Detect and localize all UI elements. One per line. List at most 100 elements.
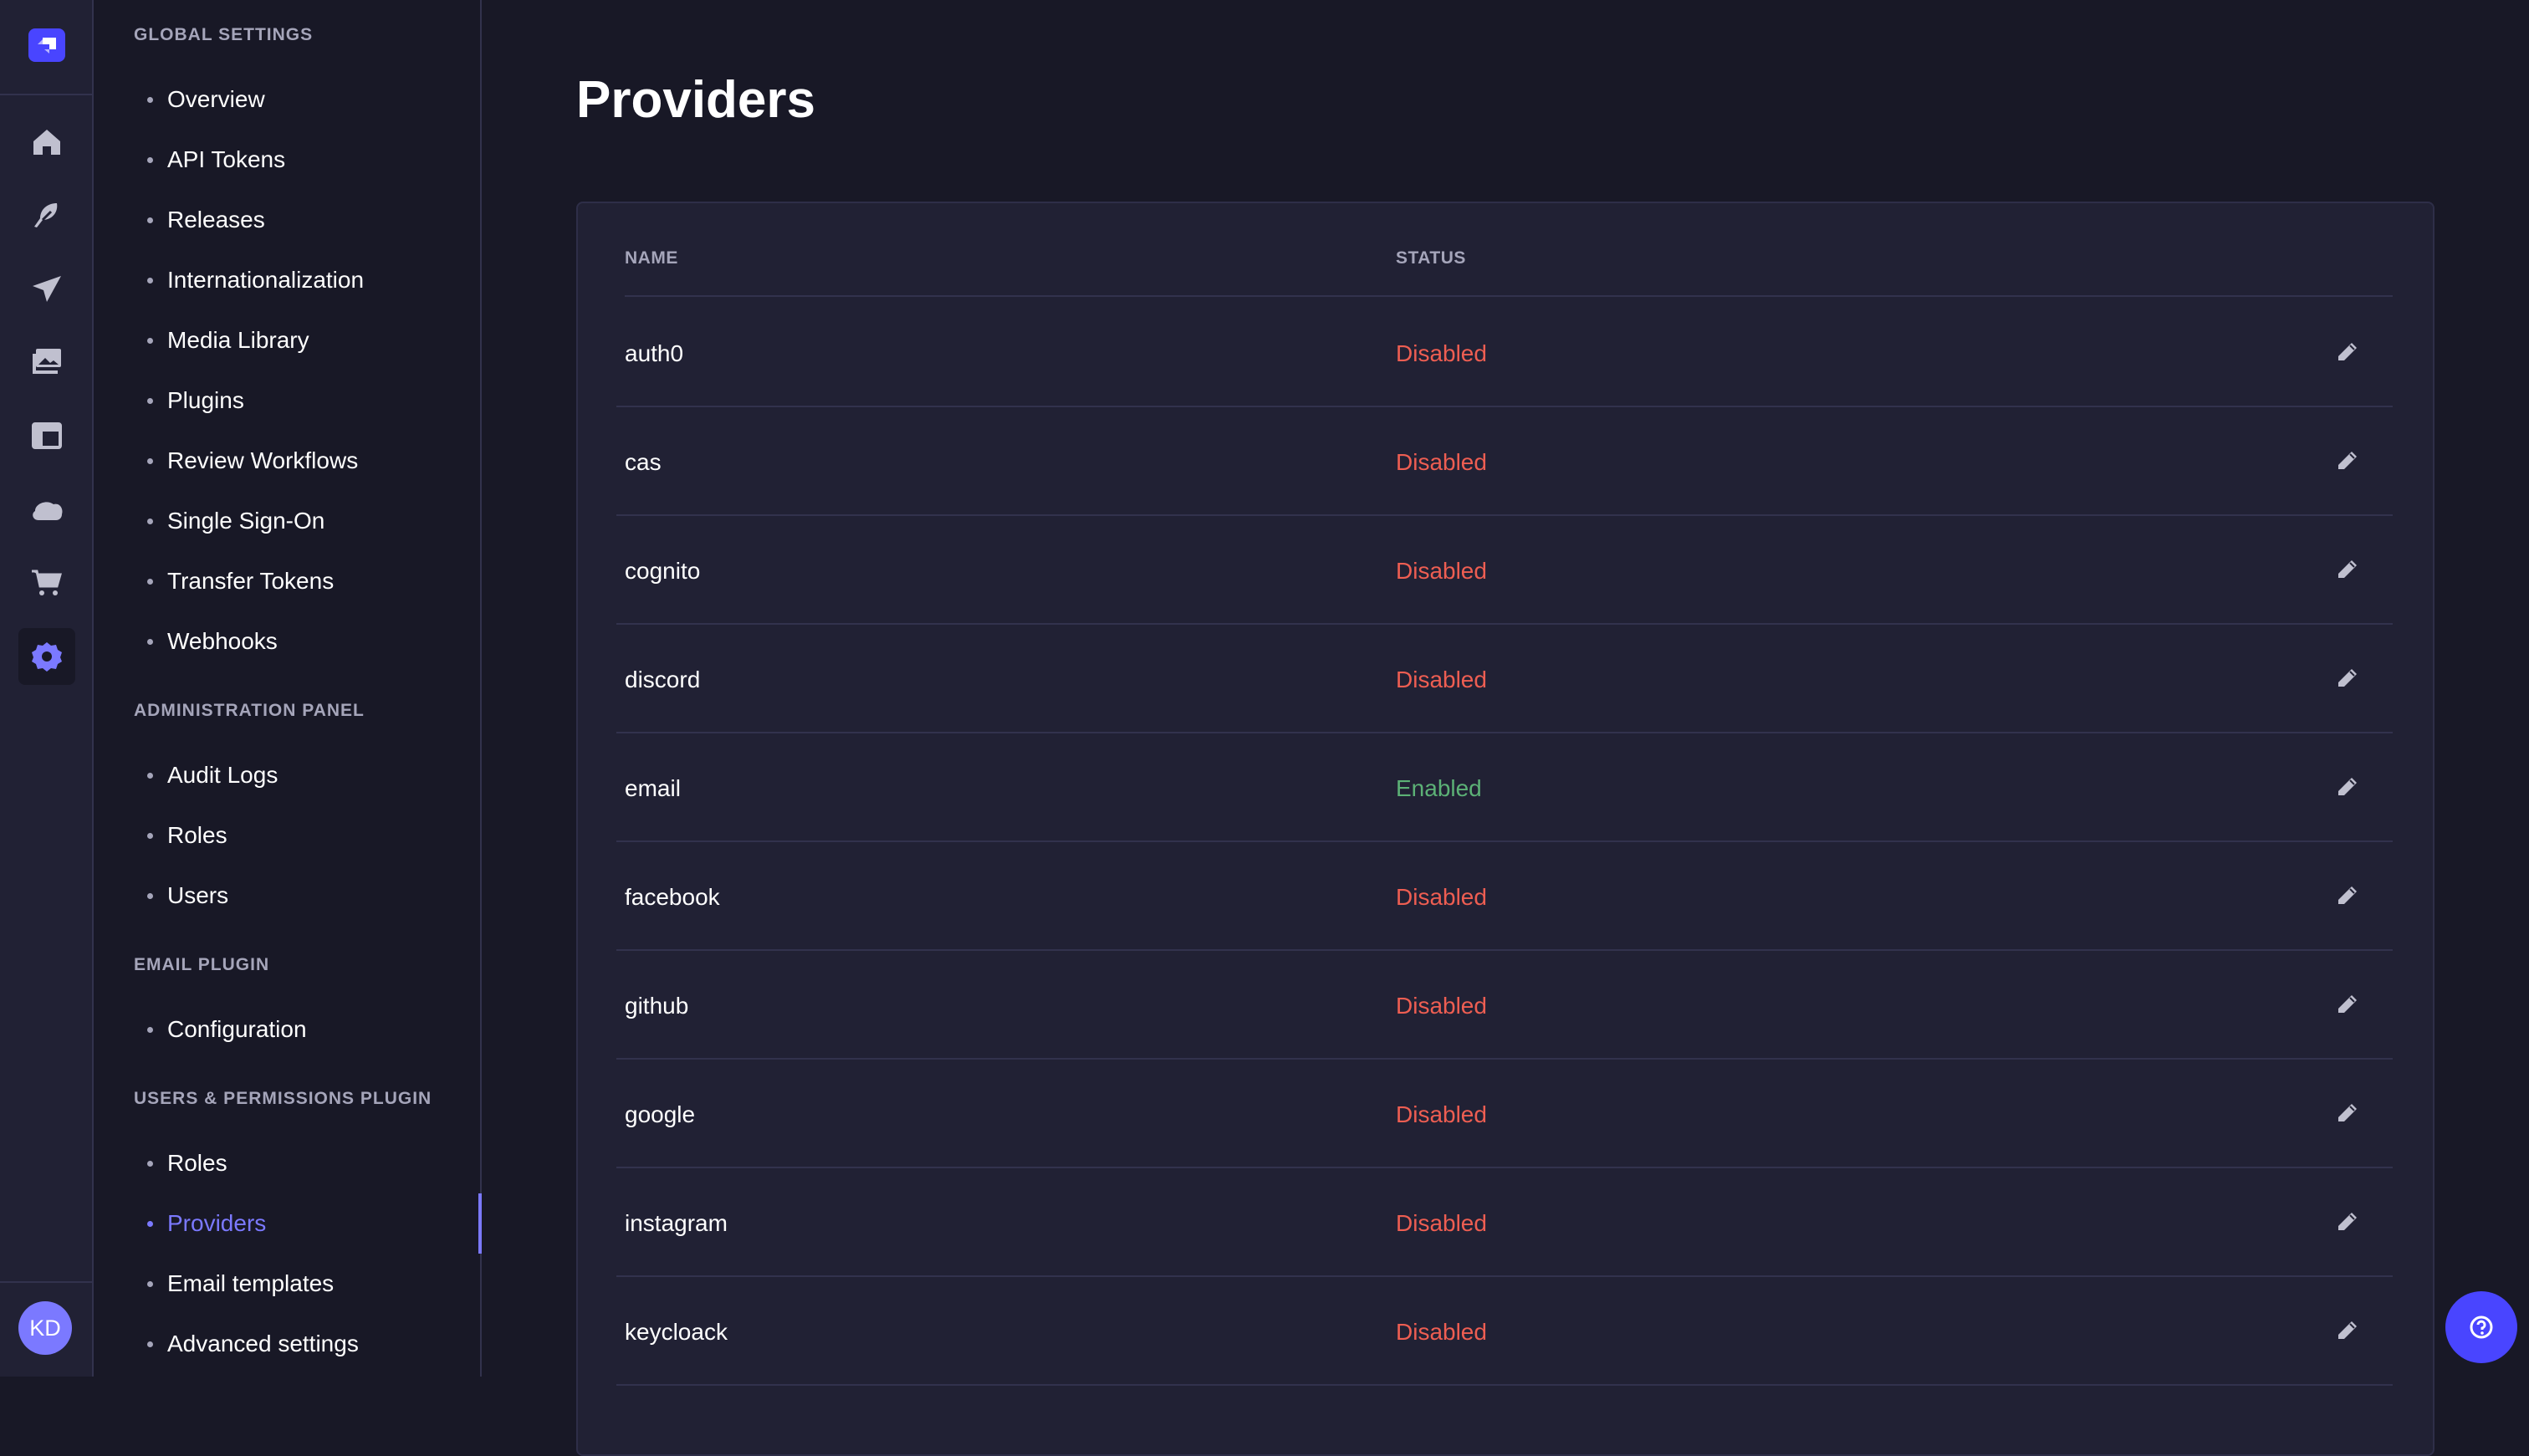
providers-table: NAME STATUS auth0 Disabled cas Disabled … [576,202,2434,1456]
status-badge: Disabled [1396,1210,1487,1236]
nav-feather[interactable] [18,186,75,243]
status-badge: Enabled [1396,775,1482,801]
provider-name: auth0 [625,340,684,366]
status-badge: Disabled [1396,884,1487,910]
subnav-item-advanced-settings[interactable]: Advanced settings [94,1314,480,1374]
subnav-item-configuration[interactable]: Configuration [94,999,480,1060]
nav-images[interactable] [18,333,75,390]
images-icon [33,349,61,374]
nav-home[interactable] [18,114,75,171]
pencil-icon [2338,1321,2357,1339]
subnav-item-email-templates[interactable]: Email templates [94,1254,480,1314]
help-button[interactable] [2445,1291,2517,1363]
page-title: Providers [576,71,816,129]
edit-button[interactable] [2332,1098,2363,1128]
edit-button[interactable] [2332,1207,2363,1237]
pencil-icon [2338,343,2357,360]
table-row[interactable]: instagram Disabled [616,1168,2393,1277]
nav-layout[interactable] [18,407,75,464]
provider-name: google [625,1101,696,1127]
feather-icon [34,203,58,227]
subnav-item-internationalization[interactable]: Internationalization [94,250,480,310]
paper-plane-icon [33,276,61,302]
subnav-section-title: ADMINISTRATION PANEL [134,701,365,720]
provider-name: instagram [625,1210,728,1236]
nav-paper-plane[interactable] [18,260,75,317]
pencil-icon [2338,452,2357,469]
subnav-item-providers[interactable]: Providers [94,1193,482,1254]
question-icon [2470,1316,2493,1339]
cart-icon [32,570,62,595]
table-row[interactable]: email Enabled [616,733,2393,842]
nav-cloud[interactable] [18,481,75,538]
layout-icon [32,422,62,449]
divider [0,94,94,95]
table-header: NAME STATUS [625,238,2393,297]
subnav-item-audit-logs[interactable]: Audit Logs [94,745,480,805]
edit-button[interactable] [2332,337,2363,367]
subnav-item-users[interactable]: Users [94,866,480,926]
subnav-item-single-sign-on[interactable]: Single Sign-On [94,491,480,551]
subnav-item-plugins[interactable]: Plugins [94,370,480,431]
provider-name: keycloack [625,1319,728,1345]
subnav-list: Configuration [94,999,480,1060]
pencil-icon [2338,560,2357,578]
status-badge: Disabled [1396,993,1487,1019]
table-row[interactable]: github Disabled [616,951,2393,1060]
edit-button[interactable] [2332,881,2363,911]
subnav-item-review-workflows[interactable]: Review Workflows [94,431,480,491]
table-row[interactable]: keycloack Disabled [616,1277,2393,1386]
provider-name: facebook [625,884,720,910]
table-row[interactable]: google Disabled [616,1060,2393,1168]
status-badge: Disabled [1396,558,1487,584]
home-icon [33,130,60,155]
table-row[interactable]: cognito Disabled [616,516,2393,625]
subnav-section-title: EMAIL PLUGIN [134,955,270,974]
cloud-icon [33,502,63,520]
edit-button[interactable] [2332,663,2363,693]
avatar[interactable]: KD [18,1301,72,1355]
status-badge: Disabled [1396,1101,1487,1127]
edit-button[interactable] [2332,1316,2363,1346]
nav-gear[interactable] [18,628,75,685]
subnav-list: Audit Logs Roles Users [94,745,480,926]
subnav-item-webhooks[interactable]: Webhooks [94,611,480,672]
table-row[interactable]: facebook Disabled [616,842,2393,951]
edit-button[interactable] [2332,554,2363,585]
status-badge: Disabled [1396,340,1487,366]
subnav-item-api-tokens[interactable]: API Tokens [94,130,480,190]
subnav-item-roles[interactable]: Roles [94,1133,480,1193]
status-badge: Disabled [1396,449,1487,475]
subnav-section-title: GLOBAL SETTINGS [134,25,314,44]
logo[interactable] [28,28,65,62]
pencil-icon [2338,1213,2357,1230]
column-header-status: STATUS [1396,248,1466,268]
subnav-list: Overview API Tokens Releases Internationali… [94,69,480,672]
subnav-item-media-library[interactable]: Media Library [94,310,480,370]
provider-name: discord [625,667,701,692]
nav-cart[interactable] [18,554,75,610]
subnav-item-releases[interactable]: Releases [94,190,480,250]
settings-subnav: GLOBAL SETTINGS Overview API Tokens Release… [94,0,482,1377]
provider-name: cas [625,449,662,475]
table-row[interactable]: auth0 Disabled [616,299,2393,407]
edit-button[interactable] [2332,989,2363,1019]
provider-name: github [625,993,689,1019]
table-row[interactable]: cas Disabled [616,407,2393,516]
pencil-icon [2338,886,2357,904]
pencil-icon [2338,1104,2357,1121]
divider [0,1281,94,1283]
subnav-item-transfer-tokens[interactable]: Transfer Tokens [94,551,480,611]
status-badge: Disabled [1396,667,1487,692]
subnav-list: Roles Providers Email templates Advanced se… [94,1133,482,1374]
provider-name: email [625,775,681,801]
subnav-item-roles[interactable]: Roles [94,805,480,866]
subnav-item-overview[interactable]: Overview [94,69,480,130]
edit-button[interactable] [2332,772,2363,802]
edit-button[interactable] [2332,446,2363,476]
pencil-icon [2338,995,2357,1013]
pencil-icon [2338,778,2357,795]
pencil-icon [2338,669,2357,687]
table-row[interactable]: discord Disabled [616,625,2393,733]
provider-name: cognito [625,558,701,584]
